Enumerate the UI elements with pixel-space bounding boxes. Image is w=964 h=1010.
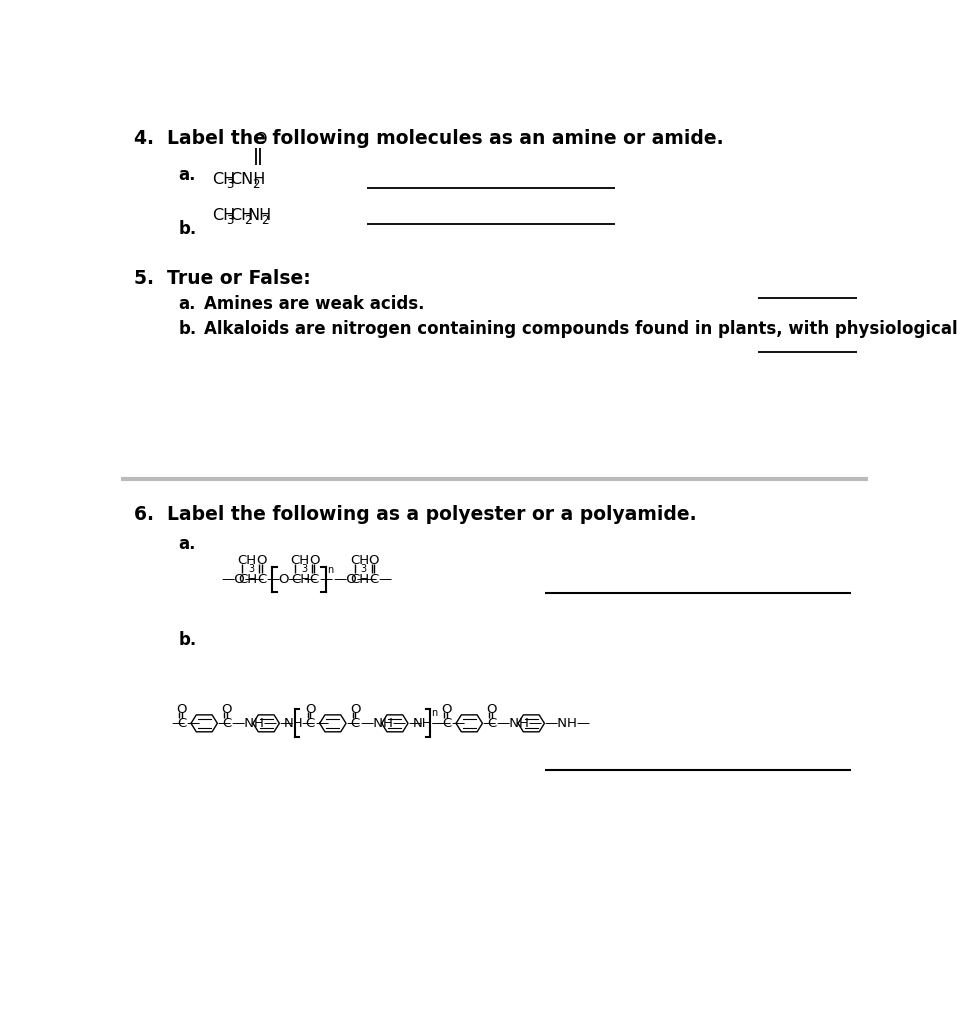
- Text: NH: NH: [284, 717, 304, 730]
- Text: NH: NH: [248, 208, 272, 223]
- Text: 2: 2: [261, 214, 269, 227]
- Text: C: C: [442, 717, 451, 730]
- Text: C: C: [306, 717, 315, 730]
- Text: 3: 3: [226, 179, 233, 191]
- Text: 2: 2: [244, 214, 252, 227]
- Text: CNH: CNH: [229, 172, 265, 187]
- Text: —NH—: —NH—: [231, 717, 278, 730]
- Text: b.: b.: [178, 631, 197, 649]
- Text: —: —: [171, 717, 184, 730]
- Text: 3: 3: [249, 564, 254, 574]
- Text: CH: CH: [350, 554, 369, 568]
- Text: —: —: [319, 573, 333, 586]
- Text: 3: 3: [361, 564, 367, 574]
- Text: O: O: [254, 131, 266, 146]
- Text: —: —: [280, 717, 293, 730]
- Text: n: n: [328, 566, 334, 576]
- Text: a.: a.: [178, 166, 196, 184]
- Text: CH: CH: [229, 208, 253, 223]
- Text: C: C: [487, 717, 496, 730]
- Text: C: C: [369, 573, 379, 586]
- Text: CH: CH: [351, 573, 370, 586]
- Text: O—: O—: [279, 573, 303, 586]
- Text: CH: CH: [291, 573, 310, 586]
- Text: CH: CH: [212, 172, 235, 187]
- Text: —: —: [217, 717, 230, 730]
- Text: O: O: [308, 554, 319, 568]
- Text: 6.  Label the following as a polyester or a polyamide.: 6. Label the following as a polyester or…: [134, 505, 697, 523]
- Text: —: —: [266, 573, 280, 586]
- Text: CH: CH: [290, 554, 309, 568]
- Text: a.: a.: [178, 534, 196, 552]
- Text: C: C: [222, 717, 231, 730]
- Text: O: O: [305, 703, 315, 716]
- Text: —: —: [408, 717, 421, 730]
- Text: O: O: [256, 554, 267, 568]
- Text: b.: b.: [178, 320, 197, 338]
- Text: O: O: [176, 703, 187, 716]
- Text: C: C: [256, 573, 266, 586]
- Text: CH: CH: [212, 208, 235, 223]
- Text: —: —: [301, 717, 314, 730]
- Text: C: C: [309, 573, 319, 586]
- Text: O: O: [222, 703, 231, 716]
- Text: a.: a.: [178, 295, 196, 313]
- Text: —NH—: —NH—: [496, 717, 543, 730]
- Text: —: —: [251, 573, 264, 586]
- Text: —O—: —O—: [334, 573, 370, 586]
- Text: CH: CH: [238, 573, 257, 586]
- Text: O: O: [486, 703, 496, 716]
- Text: b.: b.: [178, 220, 197, 237]
- Text: —NH—: —NH—: [360, 717, 406, 730]
- Text: Amines are weak acids.: Amines are weak acids.: [204, 295, 425, 313]
- Text: 4.  Label the following molecules as an amine or amide.: 4. Label the following molecules as an a…: [134, 129, 724, 147]
- Text: NH—: NH—: [413, 717, 445, 730]
- Text: O: O: [442, 703, 452, 716]
- Text: C: C: [351, 717, 360, 730]
- Text: 2: 2: [253, 179, 259, 191]
- Text: CH: CH: [237, 554, 256, 568]
- Text: —: —: [315, 717, 329, 730]
- Text: 3: 3: [301, 564, 308, 574]
- Text: O: O: [350, 703, 361, 716]
- Text: —: —: [379, 573, 391, 586]
- Text: —: —: [186, 717, 200, 730]
- Text: —: —: [346, 717, 360, 730]
- Text: —: —: [451, 717, 465, 730]
- Text: —NH—: —NH—: [545, 717, 591, 730]
- Text: —: —: [304, 573, 316, 586]
- Text: —: —: [363, 573, 376, 586]
- Text: Alkaloids are nitrogen containing compounds found in plants, with physiological : Alkaloids are nitrogen containing compou…: [204, 320, 964, 338]
- Text: C: C: [177, 717, 186, 730]
- Text: —: —: [438, 717, 451, 730]
- Text: —O—: —O—: [222, 573, 258, 586]
- Text: O: O: [368, 554, 379, 568]
- Text: —: —: [482, 717, 495, 730]
- Text: 5.  True or False:: 5. True or False:: [134, 269, 311, 288]
- Text: n: n: [431, 708, 438, 718]
- Text: 3: 3: [226, 214, 233, 227]
